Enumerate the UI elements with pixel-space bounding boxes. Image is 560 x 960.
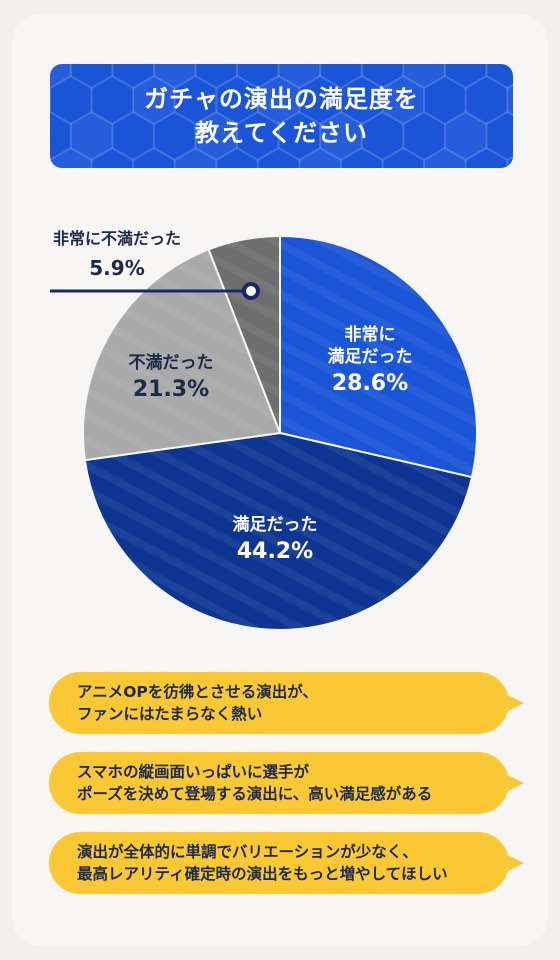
hex-cell — [50, 64, 72, 90]
bubble-shape — [49, 832, 509, 894]
slice-value-label: 28.6% — [332, 371, 408, 396]
comment-line: 最高レアリティ確定時の演出をもっと増やしてほしい — [77, 865, 448, 883]
hex-cell — [215, 74, 259, 126]
hex-cell — [194, 64, 239, 90]
title-line-1: ガチャの演出の満足度を — [144, 85, 419, 113]
comment-line: スマホの縦画面いっぱいに選手が — [77, 763, 310, 781]
hex-cell — [132, 74, 176, 126]
hex-pattern-decoration — [50, 64, 513, 168]
slice-value-label: 44.2% — [237, 539, 313, 564]
hex-cell — [423, 146, 467, 168]
slice-value-label: 5.9% — [89, 256, 144, 280]
slice-label: 非常に — [345, 324, 396, 345]
comment-bubble-2: スマホの縦画面いっぱいに選手が ポーズを決めて登場する演出に、高い満足感がある — [49, 752, 524, 814]
hex-cell — [360, 110, 405, 162]
hex-cell — [111, 64, 155, 90]
hex-cell — [132, 146, 176, 168]
hex-cell — [319, 110, 363, 162]
hex-cell — [173, 74, 218, 126]
hex-cell — [298, 74, 342, 126]
hex-cell — [443, 110, 488, 162]
comment-text: 演出が全体的に単調でバリエーションが少なく、 最高レアリティ確定時の演出をもっと… — [77, 841, 448, 885]
hex-cell — [298, 146, 342, 168]
hex-cell — [360, 64, 405, 90]
hex-cell — [152, 64, 197, 90]
hex-cell — [277, 64, 322, 90]
hex-cell — [340, 74, 384, 126]
leader-dot — [242, 282, 260, 300]
hex-cell — [319, 64, 363, 90]
hex-cell — [50, 74, 93, 126]
hex-cell — [256, 74, 301, 126]
hex-cell — [90, 146, 135, 168]
slice-label: 満足だった — [233, 514, 318, 535]
hex-cell — [340, 146, 384, 168]
hex-cell — [90, 74, 135, 126]
hex-cell — [485, 110, 513, 162]
hex-cell — [194, 110, 239, 162]
hex-cell — [152, 110, 197, 162]
pie-slice-texture — [280, 236, 477, 478]
slice-value-label: 21.3% — [133, 377, 209, 402]
hex-cell — [69, 64, 114, 90]
comment-line: ポーズを決めて登場する演出に、高い満足感がある — [77, 785, 433, 803]
comment-bubble-3: 演出が全体的に単調でバリエーションが少なく、 最高レアリティ確定時の演出をもっと… — [49, 832, 524, 894]
hex-cell — [111, 110, 155, 162]
hex-cell — [381, 74, 426, 126]
bubble-tail — [506, 694, 524, 712]
bubble-shape — [49, 672, 509, 734]
hex-cell — [464, 146, 509, 168]
hex-cell — [50, 146, 93, 168]
hex-cell — [443, 64, 488, 90]
comment-text: アニメOPを彷彿とさせる演出が、 ファンにはたまらなく熱い — [77, 681, 318, 725]
title-line-2: 教えてください — [194, 119, 369, 147]
hex-cell — [236, 64, 280, 90]
title-banner: ガチャの演出の満足度を 教えてください — [50, 64, 513, 168]
slice-label: 不満だった — [129, 352, 214, 373]
hex-cell — [277, 110, 322, 162]
bubble-shape — [49, 752, 509, 814]
hex-cell — [402, 110, 446, 162]
bubble-tail — [506, 854, 524, 872]
hex-cell — [381, 146, 426, 168]
slice-label: 満足だった — [328, 346, 413, 367]
comment-bubble-1: アニメOPを彷彿とさせる演出が、 ファンにはたまらなく熱い — [49, 672, 524, 734]
hex-cell — [173, 146, 218, 168]
hex-cell — [236, 110, 280, 162]
hex-cell — [485, 64, 513, 90]
hex-cell — [50, 110, 72, 162]
hex-cell — [215, 146, 259, 168]
comment-text: スマホの縦画面いっぱいに選手が ポーズを決めて登場する演出に、高い満足感がある — [77, 761, 432, 805]
comment-line: アニメOPを彷彿とさせる演出が、 — [77, 683, 318, 701]
pie-slice-texture — [208, 236, 280, 433]
hex-cell — [506, 83, 513, 117]
bubble-tail — [506, 774, 524, 792]
comment-line: 演出が全体的に単調でバリエーションが少なく、 — [77, 843, 418, 861]
hex-cell — [256, 146, 301, 168]
pie-slice-texture — [84, 433, 472, 630]
pie-slice-texture — [83, 249, 280, 461]
hex-cell — [464, 74, 509, 126]
slice-label: 非常に不満だった — [53, 229, 181, 248]
hex-cell — [423, 74, 467, 126]
hex-cell — [402, 64, 446, 90]
comment-line: ファンにはたまらなく熱い — [77, 705, 263, 723]
hex-cell — [69, 110, 114, 162]
